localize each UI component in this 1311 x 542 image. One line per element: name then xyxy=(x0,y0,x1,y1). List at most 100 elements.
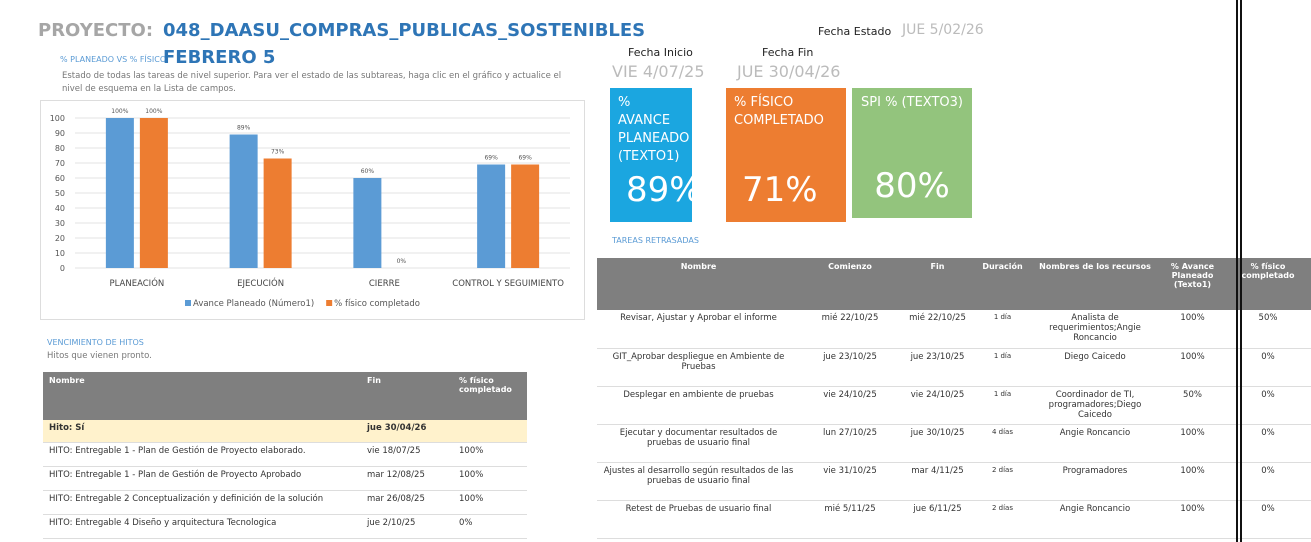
y-tick-label: 60 xyxy=(55,174,65,183)
cell: 100% xyxy=(1160,424,1225,463)
data-label: 100% xyxy=(111,108,128,115)
milestone-row: HITO: Entregable 1 - Plan de Gestión de … xyxy=(43,442,527,467)
y-tick-label: 10 xyxy=(55,249,65,258)
end-label: Fecha Fin xyxy=(762,46,814,59)
header-row: Nombre Fin% físico completado xyxy=(43,372,527,420)
cell: jue 6/11/25 xyxy=(900,500,975,539)
milestone-row: HITO: Entregable 1 - Plan de Gestión de … xyxy=(43,466,527,491)
kpi-value: 80% xyxy=(874,166,950,206)
header-cell: % físico completado xyxy=(453,372,527,420)
bar xyxy=(263,158,292,268)
data-label: 69% xyxy=(484,155,498,162)
chart-title: % PLANEADO VS % FÍSICO xyxy=(60,55,167,64)
cell: HITO: Entregable 2 Conceptualización y d… xyxy=(43,490,361,515)
cell: lun 27/10/25 xyxy=(800,424,900,463)
cell: Diego Caicedo xyxy=(1030,348,1160,387)
cell: Ejecutar y documentar resultados de prue… xyxy=(597,424,800,463)
cell: jue 2/10/25 xyxy=(361,514,453,539)
y-tick-label: 40 xyxy=(55,204,65,213)
start-date: VIE 4/07/25 xyxy=(612,62,705,81)
task-row: Retest de Pruebas de usuario final mié 5/… xyxy=(597,500,1311,539)
cell: 50% xyxy=(1160,386,1225,425)
cell: 4 días xyxy=(975,424,1030,463)
data-label: 60% xyxy=(361,168,375,175)
cell: Angie Roncancio xyxy=(1030,424,1160,463)
cell: GIT_Aprobar despliegue en Ambiente de Pr… xyxy=(597,348,800,387)
bar xyxy=(105,118,134,268)
cell: 100% xyxy=(1160,348,1225,387)
y-tick-label: 80 xyxy=(55,144,65,153)
cell: 100% xyxy=(453,466,527,491)
y-tick-label: 70 xyxy=(55,159,65,168)
cell: 50% xyxy=(1225,310,1311,349)
cell: 100% xyxy=(453,490,527,515)
cell: 1 día xyxy=(975,386,1030,425)
cell: 0% xyxy=(1225,462,1311,501)
cell: jue 23/10/25 xyxy=(800,348,900,387)
kpi-label: % FÍSICO COMPLETADO xyxy=(734,95,824,128)
cell: vie 18/07/25 xyxy=(361,442,453,467)
bar xyxy=(229,134,258,268)
y-tick-label: 100 xyxy=(50,114,65,123)
project-name: 048_DAASU_COMPRAS_PUBLICAS_SOSTENIBLES xyxy=(163,20,646,41)
group-date: jue 30/04/26 xyxy=(361,420,453,443)
chart-border xyxy=(40,100,585,320)
cell: vie 24/10/25 xyxy=(900,386,975,425)
task-row: Revisar, Ajustar y Aprobar el informe mié… xyxy=(597,310,1311,349)
cell: jue 23/10/25 xyxy=(900,348,975,387)
cell: Revisar, Ajustar y Aprobar el informe xyxy=(597,310,800,349)
kpi-label: % AVANCE PLANEADO (TEXTO1) xyxy=(618,95,690,164)
cell: 0% xyxy=(1225,500,1311,539)
legend-label: Avance Planeado (Número1) xyxy=(193,299,314,309)
cell: 100% xyxy=(1160,500,1225,539)
y-tick-label: 0 xyxy=(60,264,65,273)
y-tick-label: 20 xyxy=(55,234,65,243)
milestone-row: HITO: Entregable 4 Diseño y arquitectura… xyxy=(43,514,527,539)
milestones-title: VENCIMIENTO DE HITOS xyxy=(47,338,144,347)
kpi-card: % AVANCE PLANEADO (TEXTO1) 89% xyxy=(610,88,702,222)
cell: 1 día xyxy=(975,310,1030,349)
project-subtitle: FEBRERO 5 xyxy=(163,47,276,68)
header-cell: Nombres de los recursos xyxy=(1030,258,1160,310)
header-cell: % Avance Planeado (Texto1) xyxy=(1160,258,1225,310)
milestone-row: HITO: Entregable 2 Conceptualización y d… xyxy=(43,490,527,515)
cell: mié 22/10/25 xyxy=(800,310,900,349)
kpi-card: % FÍSICO COMPLETADO 71% xyxy=(726,88,846,222)
cell: 100% xyxy=(1160,310,1225,349)
cell: 2 días xyxy=(975,500,1030,539)
delayed-title: TAREAS RETRASADAS xyxy=(612,236,699,245)
x-tick-label: CIERRE xyxy=(369,279,400,289)
y-tick-label: 50 xyxy=(55,189,65,198)
kpi-card: SPI % (TEXTO3) 80% xyxy=(852,88,972,218)
group-row: Hito: Sí jue 30/04/26 xyxy=(43,420,527,443)
cell: Coordinador de TI, programadores;Diego C… xyxy=(1030,386,1160,425)
cell: 1 día xyxy=(975,348,1030,387)
window-border xyxy=(1236,0,1242,542)
header-cell: Fin xyxy=(900,258,975,310)
chart: 0 10 20 30 40 50 60 70 80 90 100 PLANEACIÓN 100% 100%… xyxy=(40,100,585,320)
group-label: Hito: Sí xyxy=(43,420,361,443)
y-tick-label: 30 xyxy=(55,219,65,228)
cell: vie 31/10/25 xyxy=(800,462,900,501)
data-label: 69% xyxy=(518,155,532,162)
cell: 2 días xyxy=(975,462,1030,501)
cell: 0% xyxy=(453,514,527,539)
legend-swatch xyxy=(326,300,333,306)
x-tick-label: PLANEACIÓN xyxy=(109,277,164,289)
header-cell: Nombre xyxy=(597,258,800,310)
delayed-table: Nombre Comienzo Fin Duración Nombres de los … xyxy=(597,258,1311,539)
task-row: Ajustes al desarrollo según resultados d… xyxy=(597,462,1311,501)
x-tick-label: CONTROL Y SEGUIMIENTO xyxy=(452,279,564,289)
header-cell: Fin xyxy=(361,372,453,420)
y-tick-label: 90 xyxy=(55,129,65,138)
data-label: 89% xyxy=(237,125,251,132)
cell: Analista de requerimientos;Angie Roncanc… xyxy=(1030,310,1160,349)
header-cell: Comienzo xyxy=(800,258,900,310)
cell: Angie Roncancio xyxy=(1030,500,1160,539)
cell: mié 5/11/25 xyxy=(800,500,900,539)
start-label: Fecha Inicio xyxy=(628,46,693,59)
cell: HITO: Entregable 1 - Plan de Gestión de … xyxy=(43,442,361,467)
cell: Ajustes al desarrollo según resultados d… xyxy=(597,462,800,501)
bar xyxy=(477,164,506,268)
